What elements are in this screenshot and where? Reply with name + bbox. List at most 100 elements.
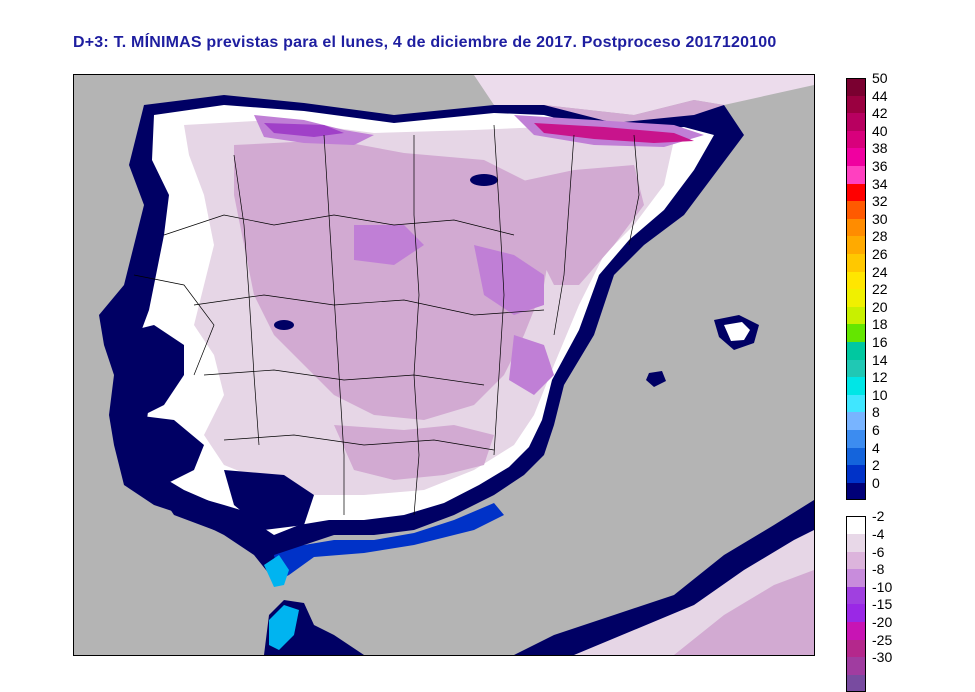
legend-row: 6 (846, 423, 956, 448)
portugal-coast-cold (114, 325, 184, 415)
ibiza-island (646, 371, 666, 387)
interior-mid-cold-south (334, 425, 494, 480)
legend-swatch (846, 569, 866, 587)
interior-mid-cold-east (504, 165, 644, 285)
legend-swatch (846, 639, 866, 658)
legend-row: 18 (846, 317, 956, 342)
temperature-map (73, 74, 815, 656)
legend-row: 0 (846, 476, 956, 501)
legend-swatch (846, 447, 866, 466)
legend-tick-label: -10 (872, 578, 893, 595)
legend-row: 42 (846, 106, 956, 131)
legend-tick-label: 22 (872, 281, 888, 298)
legend-row: 28 (846, 229, 956, 254)
legend-swatch (846, 430, 866, 448)
legend-swatch (846, 166, 866, 184)
legend-row: 36 (846, 159, 956, 184)
legend-swatch (846, 482, 866, 501)
legend-swatch (846, 534, 866, 552)
legend-tick-label: 28 (872, 228, 888, 245)
legend-row: 38 (846, 141, 956, 166)
legend-row: 34 (846, 177, 956, 202)
legend-tick-label: 10 (872, 386, 888, 403)
legend-row: 44 (846, 89, 956, 114)
legend-row: -8 (846, 562, 956, 587)
legend-tick-label: 4 (872, 439, 880, 456)
iberia-map-svg (74, 75, 814, 655)
legend-swatch (846, 271, 866, 290)
legend-tick-label: -25 (872, 631, 893, 648)
legend-swatch (846, 236, 866, 254)
legend-swatch (846, 148, 866, 166)
legend-tick-label: 40 (872, 122, 888, 139)
very-cold-cantabrian (264, 123, 344, 137)
legend-swatch (846, 289, 866, 307)
legend-tick-label: 6 (872, 422, 880, 438)
legend-row: 10 (846, 388, 956, 413)
legend-tick-label: -15 (872, 596, 893, 613)
africa-interior-cold (674, 570, 814, 655)
legend-row: 32 (846, 194, 956, 219)
deep-cold-iberian-system (474, 245, 544, 315)
deep-cold-center (354, 225, 424, 265)
legend-tick-label: 34 (872, 175, 888, 192)
legend-swatch (846, 324, 866, 342)
reservoir-2 (274, 320, 294, 330)
legend-tick-label: 14 (872, 351, 888, 368)
legend-tick-label: 26 (872, 246, 888, 262)
deep-cold-southeast (509, 335, 554, 395)
legend-swatch (846, 342, 866, 360)
legend-row: 14 (846, 353, 956, 378)
legend-swatch (846, 183, 866, 202)
iberia-coast-cyan (264, 555, 289, 587)
legend-row: 26 (846, 247, 956, 272)
legend-tick-label: -6 (872, 543, 885, 560)
legend-tick-label: 2 (872, 457, 880, 474)
legend-swatch (846, 201, 866, 219)
portugal-south-coast (154, 485, 274, 535)
legend-row: 2 (846, 458, 956, 483)
legend-row: -20 (846, 615, 956, 640)
legend-swatch (846, 377, 866, 395)
legend-row: 8 (846, 405, 956, 430)
mallorca-interior (724, 322, 750, 341)
guadalquivir-valley (224, 470, 314, 530)
legend-swatch (846, 674, 866, 692)
legend-tick-label: -2 (872, 508, 885, 525)
legend-tick-label: 20 (872, 298, 888, 315)
legend-tick-label: 44 (872, 87, 888, 104)
legend-row: -30 (846, 650, 956, 675)
legend-tick-label: 12 (872, 369, 888, 386)
legend-tick-label: 50 (872, 70, 888, 86)
legend-row: 40 (846, 124, 956, 149)
legend-swatch (846, 254, 866, 272)
legend-row: -15 (846, 597, 956, 622)
legend-row (846, 674, 956, 692)
legend-tick-label: 18 (872, 316, 888, 333)
legend-swatch (846, 604, 866, 622)
legend-swatch (846, 465, 866, 483)
legend-swatch (846, 95, 866, 114)
legend-tick-label: -30 (872, 649, 893, 666)
legend-swatch (846, 551, 866, 570)
map-title: D+3: T. MÍNIMAS previstas para el lunes,… (73, 34, 777, 51)
reservoir-1 (470, 174, 498, 186)
legend-row: -10 (846, 580, 956, 605)
legend-swatch (846, 412, 866, 430)
portugal-coast-mid (134, 415, 204, 485)
legend-swatch (846, 622, 866, 640)
legend-swatch (846, 657, 866, 675)
legend-swatch (846, 586, 866, 605)
legend-row: 12 (846, 370, 956, 395)
legend-tick-label: 32 (872, 193, 888, 210)
legend-row: -25 (846, 633, 956, 658)
legend-swatch (846, 359, 866, 378)
legend-swatch (846, 113, 866, 131)
legend-tick-label: 8 (872, 404, 880, 421)
legend-row: -2 (846, 509, 956, 534)
legend-swatch (846, 78, 866, 96)
legend-tick-label: 0 (872, 474, 880, 491)
legend-tick-label: 16 (872, 334, 888, 350)
legend-row: 30 (846, 212, 956, 237)
legend-tick-label: -4 (872, 526, 885, 542)
